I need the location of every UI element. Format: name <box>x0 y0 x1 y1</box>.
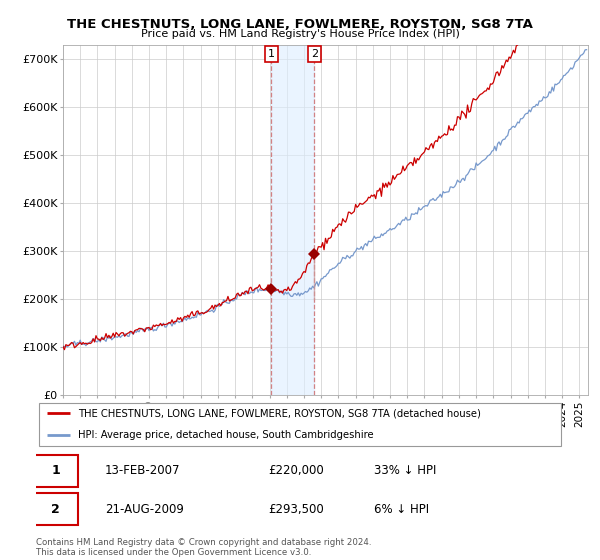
Text: THE CHESTNUTS, LONG LANE, FOWLMERE, ROYSTON, SG8 7TA (detached house): THE CHESTNUTS, LONG LANE, FOWLMERE, ROYS… <box>78 408 481 418</box>
Text: £293,500: £293,500 <box>268 502 324 516</box>
Text: HPI: Average price, detached house, South Cambridgeshire: HPI: Average price, detached house, Sout… <box>78 430 374 440</box>
Text: 33% ↓ HPI: 33% ↓ HPI <box>374 464 436 478</box>
Text: 2: 2 <box>51 502 60 516</box>
Text: Price paid vs. HM Land Registry's House Price Index (HPI): Price paid vs. HM Land Registry's House … <box>140 29 460 39</box>
Text: 6% ↓ HPI: 6% ↓ HPI <box>374 502 429 516</box>
Text: 1: 1 <box>51 464 60 478</box>
FancyBboxPatch shape <box>34 455 78 487</box>
Text: THE CHESTNUTS, LONG LANE, FOWLMERE, ROYSTON, SG8 7TA: THE CHESTNUTS, LONG LANE, FOWLMERE, ROYS… <box>67 18 533 31</box>
FancyBboxPatch shape <box>38 403 562 446</box>
FancyBboxPatch shape <box>34 493 78 525</box>
Bar <box>271 45 314 395</box>
Text: 1: 1 <box>268 49 275 59</box>
Text: £220,000: £220,000 <box>268 464 324 478</box>
Text: 2: 2 <box>311 49 318 59</box>
Text: Contains HM Land Registry data © Crown copyright and database right 2024.
This d: Contains HM Land Registry data © Crown c… <box>36 538 371 557</box>
Text: 13-FEB-2007: 13-FEB-2007 <box>104 464 180 478</box>
Text: 21-AUG-2009: 21-AUG-2009 <box>104 502 184 516</box>
